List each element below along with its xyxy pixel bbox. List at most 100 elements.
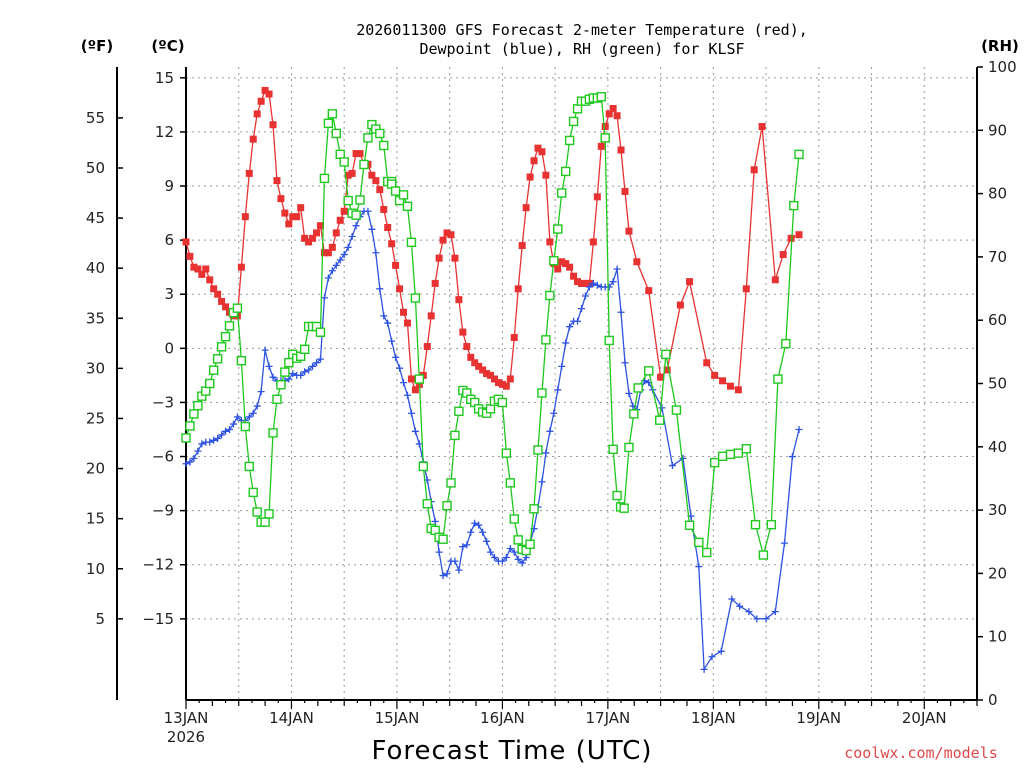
dewpoint-point xyxy=(332,261,340,269)
dewpoint-point xyxy=(745,608,753,616)
temperature-point xyxy=(483,370,491,378)
temperature-point xyxy=(392,261,400,269)
rh-point xyxy=(299,344,310,355)
fahrenheit-tick-label: 15 xyxy=(86,510,105,528)
temperature-point xyxy=(368,171,376,179)
temperature-point xyxy=(411,386,419,394)
temperature-point xyxy=(726,382,734,390)
rh-point xyxy=(596,92,606,102)
temperature-point xyxy=(435,254,443,262)
dewpoint-point xyxy=(269,373,277,381)
rh-point xyxy=(794,149,804,160)
temperature-point xyxy=(510,334,518,342)
dewpoint-point xyxy=(658,404,666,412)
credit-text[interactable]: coolwx.com/models xyxy=(844,744,998,762)
rh-point xyxy=(268,428,278,438)
rh-point xyxy=(600,133,610,143)
temperature-point xyxy=(388,240,396,248)
rh-point xyxy=(781,338,791,349)
temperature-point xyxy=(222,303,230,311)
temperature-point xyxy=(514,285,522,293)
dewpoint-point xyxy=(233,413,241,421)
dewpoint-point xyxy=(471,519,479,527)
temperature-point xyxy=(534,144,542,152)
dewpoint-point xyxy=(753,615,761,623)
dewpoint-point xyxy=(336,256,344,264)
temperature-point xyxy=(336,216,344,224)
dewpoint-point xyxy=(313,359,321,367)
temperature-point xyxy=(518,242,526,250)
temperature-point xyxy=(340,207,348,215)
dewpoint-point xyxy=(328,267,336,275)
dewpoint-point xyxy=(717,647,725,655)
fahrenheit-tick-label: 45 xyxy=(86,209,105,227)
dewpoint-point xyxy=(400,379,408,387)
temperature-point xyxy=(719,377,727,385)
time-tick-label: 15JAN xyxy=(375,709,420,727)
dewpoint-point xyxy=(320,294,328,302)
dewpoint-point xyxy=(186,458,194,466)
celsius-tick-label: −6 xyxy=(152,448,174,466)
series-dewpoint xyxy=(182,207,803,673)
time-tick-label: 20JAN xyxy=(902,709,947,727)
dewpoint-point xyxy=(506,545,514,553)
temperature-point xyxy=(237,263,245,271)
rh-point xyxy=(208,365,219,375)
temperature-point xyxy=(372,177,380,185)
dewpoint-point xyxy=(475,521,483,529)
rh-point xyxy=(260,517,270,527)
dewpoint-point xyxy=(439,572,447,580)
dewpoint-point xyxy=(566,323,574,331)
temperature-point xyxy=(526,173,534,181)
celsius-unit-label: (ºC) xyxy=(151,37,184,55)
rh-point xyxy=(624,442,634,453)
temperature-point xyxy=(498,380,506,388)
temperature-point xyxy=(324,249,332,257)
rh-point xyxy=(248,487,258,498)
dewpoint-point xyxy=(593,281,601,289)
rh-point xyxy=(644,366,654,376)
rh-point xyxy=(185,421,195,431)
dewpoint-point xyxy=(795,425,803,433)
temperature-point xyxy=(305,238,313,246)
temperature-point xyxy=(779,251,787,259)
dewpoint-point xyxy=(392,353,400,361)
rh-point xyxy=(758,550,769,560)
rh-point xyxy=(363,133,373,143)
celsius-tick-label: 3 xyxy=(164,285,174,303)
rh-point xyxy=(789,200,799,211)
dewpoint-point xyxy=(617,308,625,316)
rh-tick-label: 20 xyxy=(988,564,1007,582)
rh-tick-label: 80 xyxy=(988,185,1007,203)
rh-point xyxy=(629,409,639,419)
dewpoint-point xyxy=(550,409,558,417)
celsius-tick-label: 0 xyxy=(164,339,174,357)
temperature-point xyxy=(750,166,758,174)
dewpoint-point xyxy=(479,528,487,536)
fahrenheit-unit-label: (ºF) xyxy=(81,37,113,55)
fahrenheit-tick-label: 50 xyxy=(86,159,105,177)
rh-point xyxy=(549,255,559,266)
dewpoint-point xyxy=(403,391,411,399)
temperature-point xyxy=(214,290,222,298)
temperature-point xyxy=(742,285,750,293)
dewpoint-point xyxy=(762,615,770,623)
temperature-point xyxy=(578,279,585,287)
temperature-point xyxy=(554,265,562,273)
rh-tick-label: 100 xyxy=(988,58,1017,76)
temperature-point xyxy=(182,238,190,246)
rh-point xyxy=(398,190,409,200)
temperature-point xyxy=(344,171,352,179)
rh-point xyxy=(355,195,365,205)
rh-point xyxy=(351,210,361,220)
dewpoint-point xyxy=(218,431,226,439)
temperature-point xyxy=(186,252,194,260)
celsius-tick-label: 15 xyxy=(155,69,174,87)
temperature-point xyxy=(198,270,206,278)
rh-point xyxy=(343,195,353,206)
temperature-point xyxy=(218,297,226,305)
rh-point xyxy=(509,514,519,524)
dewpoint-point xyxy=(396,364,404,372)
dewpoint-point xyxy=(340,251,348,259)
dewpoint-point xyxy=(538,478,546,486)
